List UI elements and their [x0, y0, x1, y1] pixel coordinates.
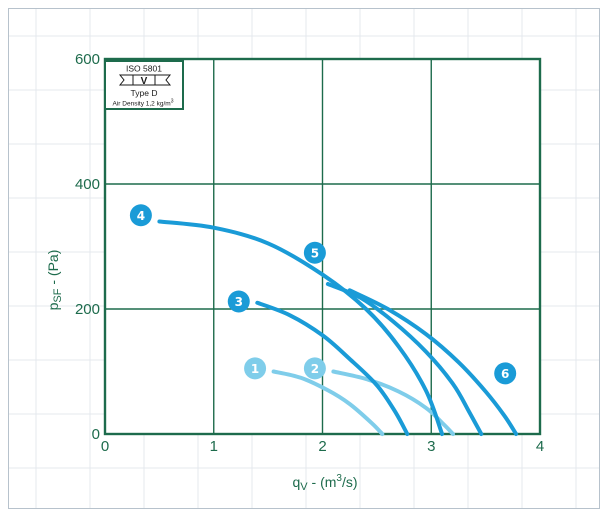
legend-installation: V [141, 76, 148, 87]
y-tick-labels: 0 200 400 600 [75, 51, 100, 443]
legend-density-exp: 3 [171, 99, 174, 105]
x-axis-title-mid: - (m [308, 474, 337, 490]
series-badge-6 [494, 362, 517, 385]
series-badge-label-3: 3 [235, 295, 243, 309]
x-axis-title: qV - (m3/s) [292, 473, 357, 493]
series-curve-6 [347, 288, 519, 436]
y-tick-label-200: 200 [75, 301, 100, 318]
x-tick-label-1: 1 [210, 438, 218, 455]
y-tick-label-400: 400 [75, 176, 100, 193]
series-badge-label-1: 1 [251, 362, 259, 376]
series-badge-2 [303, 357, 326, 380]
series-badge-1 [244, 357, 267, 380]
x-tick-labels: 0 1 2 3 4 [101, 438, 544, 455]
x-axis-title-end: /s) [342, 474, 358, 490]
series-curve-1 [271, 369, 385, 436]
legend-density: Air Density 1,2 kg/m3 [113, 99, 174, 108]
series-badge-3 [227, 290, 250, 313]
x-tick-label-2: 2 [318, 438, 326, 455]
y-tick-label-600: 600 [75, 51, 100, 68]
y-axis-title-sub: SF [52, 288, 64, 302]
series-badge-label-6: 6 [501, 367, 509, 381]
series-badge-label-4: 4 [137, 209, 145, 223]
legend-density-text: Air Density 1,2 kg/m [113, 101, 171, 108]
legend-installation-frame [118, 74, 172, 86]
series-curve-2 [331, 369, 455, 436]
y-tick-label-0: 0 [92, 426, 100, 443]
series-badge-label-5: 5 [311, 246, 319, 260]
series-curve-3 [255, 300, 410, 436]
y-axis-title-rest: - (Pa) [45, 250, 61, 289]
x-tick-label-0: 0 [101, 438, 109, 455]
series-badge-label-2: 2 [311, 362, 319, 376]
series-curve-5 [325, 282, 484, 436]
legend-box: ISO 5801 V Type D Air Density 1,2 kg/m3 [104, 60, 184, 110]
series-badge-4 [129, 204, 152, 227]
series-lines [157, 219, 519, 436]
series-badges: 1 2 3 4 5 6 [129, 204, 517, 385]
series-badge-5 [303, 241, 326, 264]
legend-type: Type D [131, 88, 158, 98]
x-axis-title-sub: V [300, 481, 308, 493]
legend-standard: ISO 5801 [126, 64, 162, 74]
x-tick-label-4: 4 [536, 438, 544, 455]
plot-border [103, 57, 542, 436]
x-axis-title-sup: 3 [336, 473, 342, 484]
x-tick-label-3: 3 [427, 438, 435, 455]
